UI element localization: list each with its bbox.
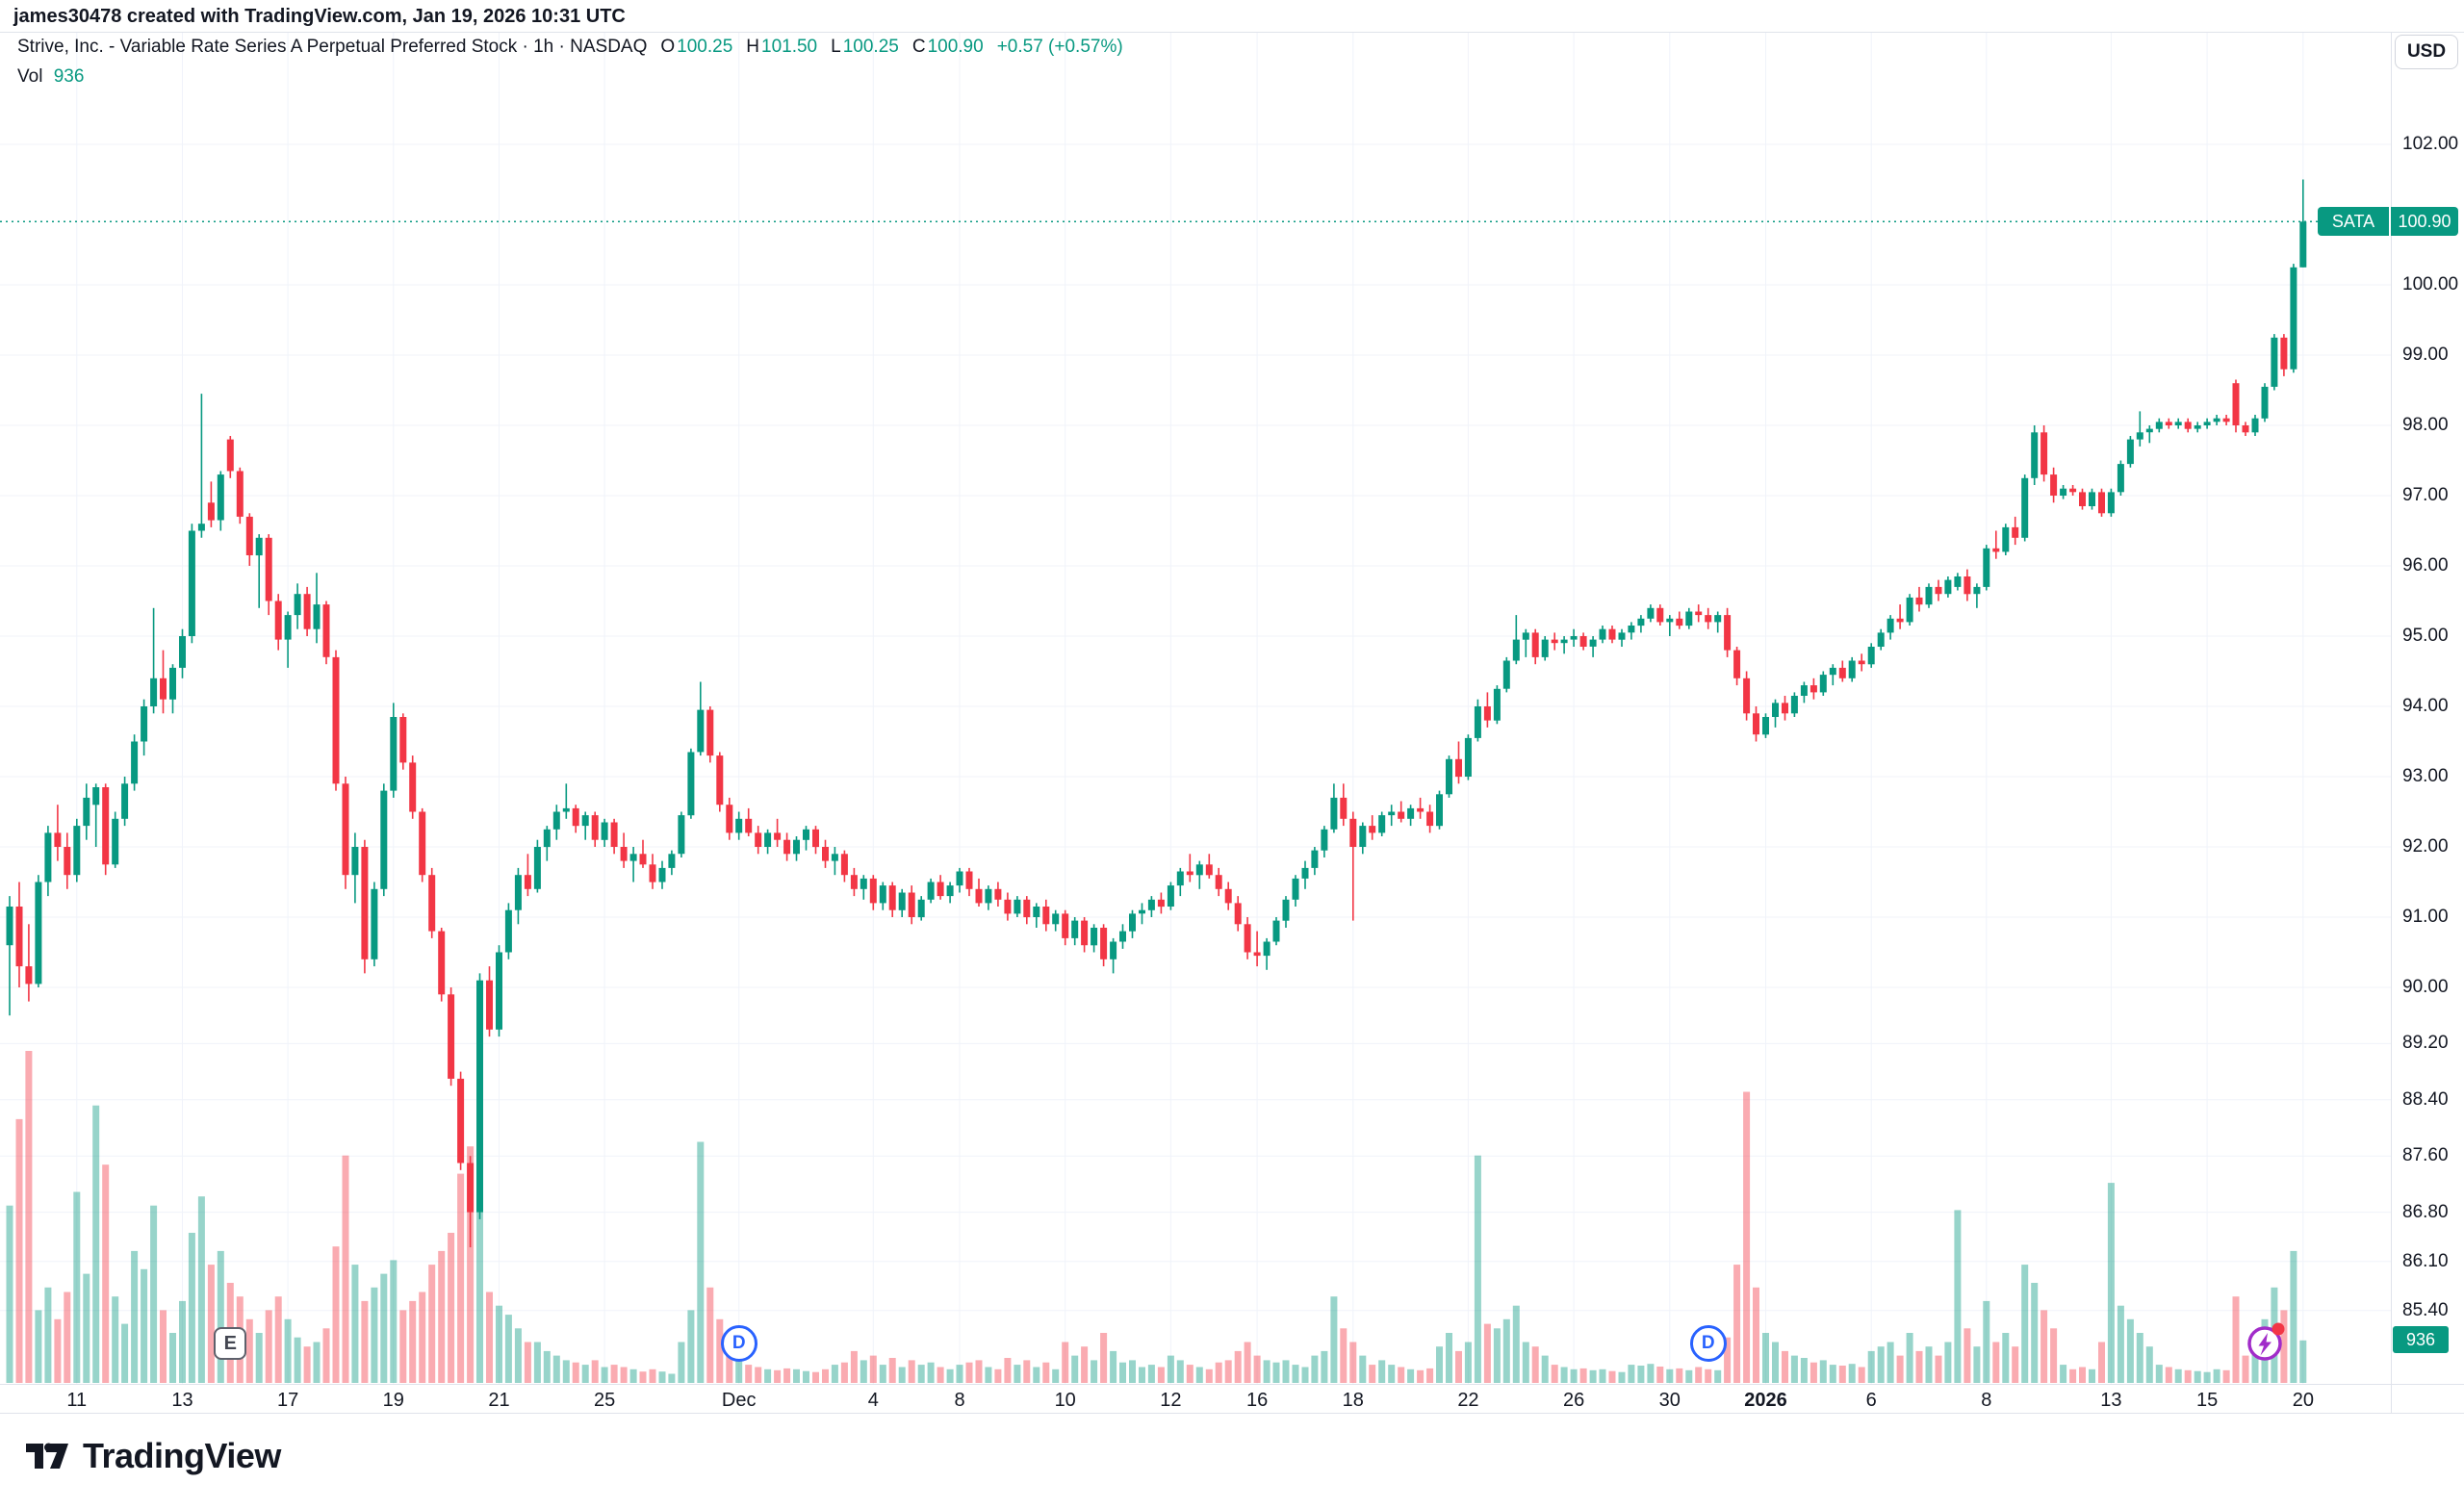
flash-icon — [2247, 1322, 2285, 1361]
dividend-badge[interactable]: D — [1689, 1325, 1727, 1362]
time-tick-label: 26 — [1562, 1390, 1585, 1411]
time-tick-label: 4 — [867, 1390, 879, 1411]
price-tick-label: 89.20 — [2402, 1033, 2449, 1054]
time-axis-separator — [0, 1384, 2464, 1385]
price-tick-label: 93.00 — [2402, 766, 2449, 786]
price-tick-label: 100.00 — [2402, 274, 2459, 294]
time-tick-label: 20 — [2292, 1390, 2314, 1411]
volume-label: Vol — [17, 66, 43, 87]
price-tick-label: 102.00 — [2402, 134, 2459, 154]
ohlc-close-label: C — [911, 37, 926, 57]
time-tick-label: 10 — [1054, 1390, 1076, 1411]
last-price-value: 100.90 — [2391, 207, 2458, 236]
chart-legend[interactable]: Strive, Inc. - Variable Rate Series A Pe… — [17, 37, 1123, 88]
candlestick-chart-canvas[interactable] — [0, 0, 2391, 1413]
time-tick-label: 19 — [382, 1390, 404, 1411]
price-tick-label: 95.00 — [2402, 626, 2449, 646]
price-tick-label: 90.00 — [2402, 977, 2449, 997]
series-title[interactable]: Strive, Inc. - Variable Rate Series A Pe… — [17, 37, 648, 57]
time-tick-label: 12 — [1160, 1390, 1182, 1411]
time-tick-label: 15 — [2196, 1390, 2219, 1411]
ohlc-low-label: L — [831, 37, 841, 57]
price-tick-label: 96.00 — [2402, 555, 2449, 575]
ohlc-open-label: O — [660, 37, 676, 57]
tradingview-branding: TradingView — [25, 1436, 281, 1476]
ohlc-close-value: 100.90 — [927, 37, 984, 57]
time-tick-label: 17 — [277, 1390, 299, 1411]
price-tick-label: 91.00 — [2402, 907, 2449, 927]
volume-value: 936 — [53, 66, 85, 87]
time-tick-label: 8 — [954, 1390, 965, 1411]
time-tick-label: 6 — [1865, 1390, 1877, 1411]
time-tick-label: 16 — [1245, 1390, 1269, 1411]
time-tick-label: 21 — [488, 1390, 510, 1411]
ohlc-open-value: 100.25 — [677, 37, 733, 57]
last-price-tag: SATA 100.90 — [2318, 207, 2458, 236]
price-tick-label: 97.00 — [2402, 485, 2449, 505]
price-tick-label: 92.00 — [2402, 836, 2449, 857]
chart-bottom-border — [0, 1413, 2464, 1414]
price-tick-label: 88.40 — [2402, 1088, 2449, 1110]
time-tick-label: 11 — [66, 1390, 88, 1411]
earnings-badge[interactable]: E — [214, 1327, 247, 1360]
tradingview-logo-icon — [26, 1443, 68, 1469]
legend-row-2: Vol 936 — [17, 66, 1123, 88]
chart-top-border — [0, 32, 2464, 33]
symbol-tag: SATA — [2318, 207, 2389, 236]
time-tick-label: 25 — [594, 1390, 616, 1411]
time-tick-label: 13 — [2100, 1390, 2122, 1411]
tradingview-wordmark: TradingView — [83, 1436, 281, 1475]
price-tick-label: 98.00 — [2402, 415, 2449, 435]
legend-row-1: Strive, Inc. - Variable Rate Series A Pe… — [17, 37, 1123, 58]
dividend-badge[interactable]: D — [720, 1325, 757, 1362]
price-tick-label: 85.40 — [2402, 1299, 2449, 1320]
price-change: +0.57 (+0.57%) — [996, 37, 1123, 57]
currency-toggle-button[interactable]: USD — [2395, 35, 2458, 69]
last-price-tag-divider — [2389, 207, 2391, 236]
news-flash-badge[interactable] — [2245, 1320, 2289, 1365]
time-tick-label: 30 — [1658, 1390, 1681, 1411]
price-tick-label: 86.80 — [2402, 1201, 2449, 1222]
price-axis-separator — [2391, 32, 2392, 1413]
last-volume-tag: 936 — [2393, 1326, 2449, 1353]
price-tick-label: 86.10 — [2402, 1250, 2449, 1271]
ohlc-high-value: 101.50 — [761, 37, 818, 57]
time-tick-label: 8 — [1981, 1390, 1992, 1411]
time-tick-label: Dec — [721, 1390, 757, 1411]
time-tick-label: 13 — [171, 1390, 193, 1411]
ohlc-low-value: 100.25 — [842, 37, 899, 57]
time-tick-label: 2026 — [1744, 1390, 1787, 1411]
ohlc-high-label: H — [746, 37, 760, 57]
time-tick-label: 22 — [1457, 1390, 1479, 1411]
price-tick-label: 87.60 — [2402, 1145, 2449, 1166]
attribution-text: james30478 created with TradingView.com,… — [13, 6, 626, 27]
price-tick-label: 94.00 — [2402, 696, 2449, 716]
time-tick-label: 18 — [1342, 1390, 1364, 1411]
price-tick-label: 99.00 — [2402, 345, 2449, 365]
